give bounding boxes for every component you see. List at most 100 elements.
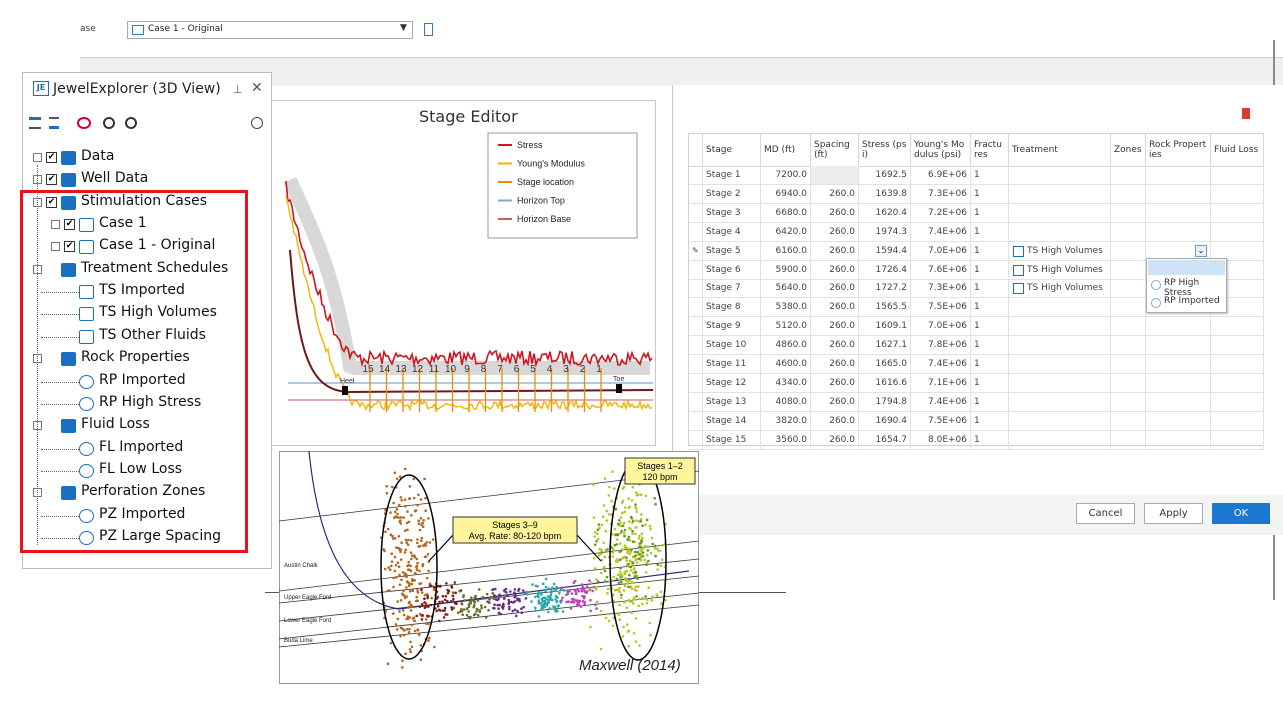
table-cell[interactable]: 6160.0 [761,241,811,261]
table-cell[interactable]: 1620.4 [859,203,911,223]
table-cell[interactable]: 7.4E+06 [911,222,971,242]
tree-node-label[interactable]: Well Data [81,170,149,187]
table-cell[interactable]: 6.9E+06 [911,166,971,185]
table-cell[interactable]: 1794.8 [859,392,911,412]
table-cell[interactable]: 260.0 [811,241,859,261]
tree-node-label[interactable]: TS Imported [99,282,185,299]
table-cell[interactable] [1009,166,1111,185]
table-cell[interactable] [1211,430,1264,450]
tool-collapse[interactable] [49,117,59,129]
table-cell[interactable]: 7.4E+06 [911,355,971,374]
table-cell[interactable] [1211,336,1264,356]
table-cell[interactable]: 1 [971,355,1009,374]
table-cell[interactable] [1009,411,1111,431]
table-cell[interactable]: 260.0 [811,317,859,337]
table-cell[interactable]: 1 [971,260,1009,280]
table-cell[interactable] [1211,317,1264,337]
table-cell[interactable]: Stage 4 [703,222,761,242]
table-cell[interactable]: 7.8E+06 [911,336,971,356]
table-cell[interactable] [1111,184,1146,204]
table-cell[interactable] [1111,430,1146,450]
table-cell[interactable]: Stage 7 [703,279,761,299]
table-cell[interactable] [1146,392,1211,412]
table-cell[interactable]: 6420.0 [761,222,811,242]
table-cell[interactable]: 1665.0 [859,355,911,374]
table-cell[interactable] [1211,411,1264,431]
table-cell[interactable]: 1 [971,279,1009,299]
tree-node-label[interactable]: RP High Stress [99,393,202,410]
table-cell[interactable]: 5380.0 [761,298,811,318]
tree-node-label[interactable]: Data [81,148,115,164]
table-cell[interactable]: 3560.0 [761,430,811,450]
table-cell[interactable]: 7.3E+06 [911,184,971,204]
table-cell[interactable] [1009,317,1111,337]
table-cell[interactable]: Stage 6 [703,260,761,280]
table-cell[interactable]: 4860.0 [761,336,811,356]
table-cell[interactable] [1009,355,1111,374]
table-cell[interactable]: Stage 2 [703,184,761,204]
table-cell[interactable]: 7.5E+06 [911,298,971,318]
table-cell[interactable]: 1 [971,430,1009,450]
table-cell[interactable]: 260.0 [811,430,859,450]
table-cell[interactable] [1111,222,1146,242]
table-cell[interactable]: TS High Volumes [1009,279,1111,299]
table-cell[interactable]: 1639.8 [859,184,911,204]
table-cell[interactable]: 7.2E+06 [911,203,971,223]
dialog-button[interactable]: OK [1212,503,1270,524]
table-cell[interactable]: 7.0E+06 [911,317,971,337]
table-cell[interactable]: 6680.0 [761,203,811,223]
table-cell[interactable]: 7.3E+06 [911,279,971,299]
table-cell[interactable] [1146,184,1211,204]
table-cell[interactable]: 1594.4 [859,241,911,261]
expander[interactable] [33,153,42,162]
case-select[interactable]: Case 1 - Original ▼ [127,21,413,39]
tree-node-label[interactable]: FL Imported [99,438,184,455]
tool-expand[interactable] [29,117,41,129]
tree-node-label[interactable]: Case 1 - Original [99,237,216,254]
table-cell[interactable]: 7.6E+06 [911,260,971,280]
table-cell[interactable]: 260.0 [811,279,859,299]
expander[interactable] [51,242,60,252]
table-cell[interactable] [811,166,859,185]
table-cell[interactable] [1146,373,1211,393]
table-cell[interactable] [1211,222,1264,242]
table-cell[interactable] [1111,241,1146,261]
table-cell[interactable]: 5900.0 [761,260,811,280]
table-cell[interactable]: 7.4E+06 [911,392,971,412]
table-cell[interactable]: Stage 5 [703,241,761,261]
table-cell[interactable] [1146,355,1211,374]
table-cell[interactable]: 7.1E+06 [911,373,971,393]
tool-search[interactable] [251,117,263,129]
table-cell[interactable] [1146,336,1211,356]
table-cell[interactable] [1111,373,1146,393]
table-cell[interactable]: 260.0 [811,336,859,356]
tree-node-label[interactable]: Rock Properties [81,349,190,366]
table-cell[interactable]: 260.0 [811,260,859,280]
table-cell[interactable] [1211,203,1264,223]
table-cell[interactable]: 6940.0 [761,184,811,204]
table-cell[interactable] [1211,298,1264,318]
table-cell[interactable]: 1 [971,336,1009,356]
table-cell[interactable]: TS High Volumes [1009,241,1111,261]
tree-node-label[interactable]: TS High Volumes [99,304,217,321]
table-cell[interactable]: 1 [971,203,1009,223]
table-cell[interactable]: Stage 8 [703,298,761,318]
table-cell[interactable]: 5120.0 [761,317,811,337]
table-cell[interactable]: 7.5E+06 [911,411,971,431]
table-cell[interactable]: 1 [971,392,1009,412]
table-cell[interactable] [1009,298,1111,318]
table-cell[interactable]: 260.0 [811,203,859,223]
table-cell[interactable]: 4600.0 [761,355,811,374]
table-cell[interactable]: 1654.7 [859,430,911,450]
table-cell[interactable]: 260.0 [811,298,859,318]
tool-zoom-out[interactable] [125,117,137,129]
table-cell[interactable]: 1974.3 [859,222,911,242]
table-cell[interactable]: 1 [971,222,1009,242]
expander[interactable] [51,220,60,230]
table-cell[interactable]: Stage 1 [703,166,761,185]
dialog-button[interactable]: Apply [1144,503,1203,524]
table-cell[interactable] [1211,260,1264,280]
table-cell[interactable]: 260.0 [811,373,859,393]
tree-node-label[interactable]: Case 1 [99,215,147,232]
tree-node-label[interactable]: Treatment Schedules [81,259,229,276]
